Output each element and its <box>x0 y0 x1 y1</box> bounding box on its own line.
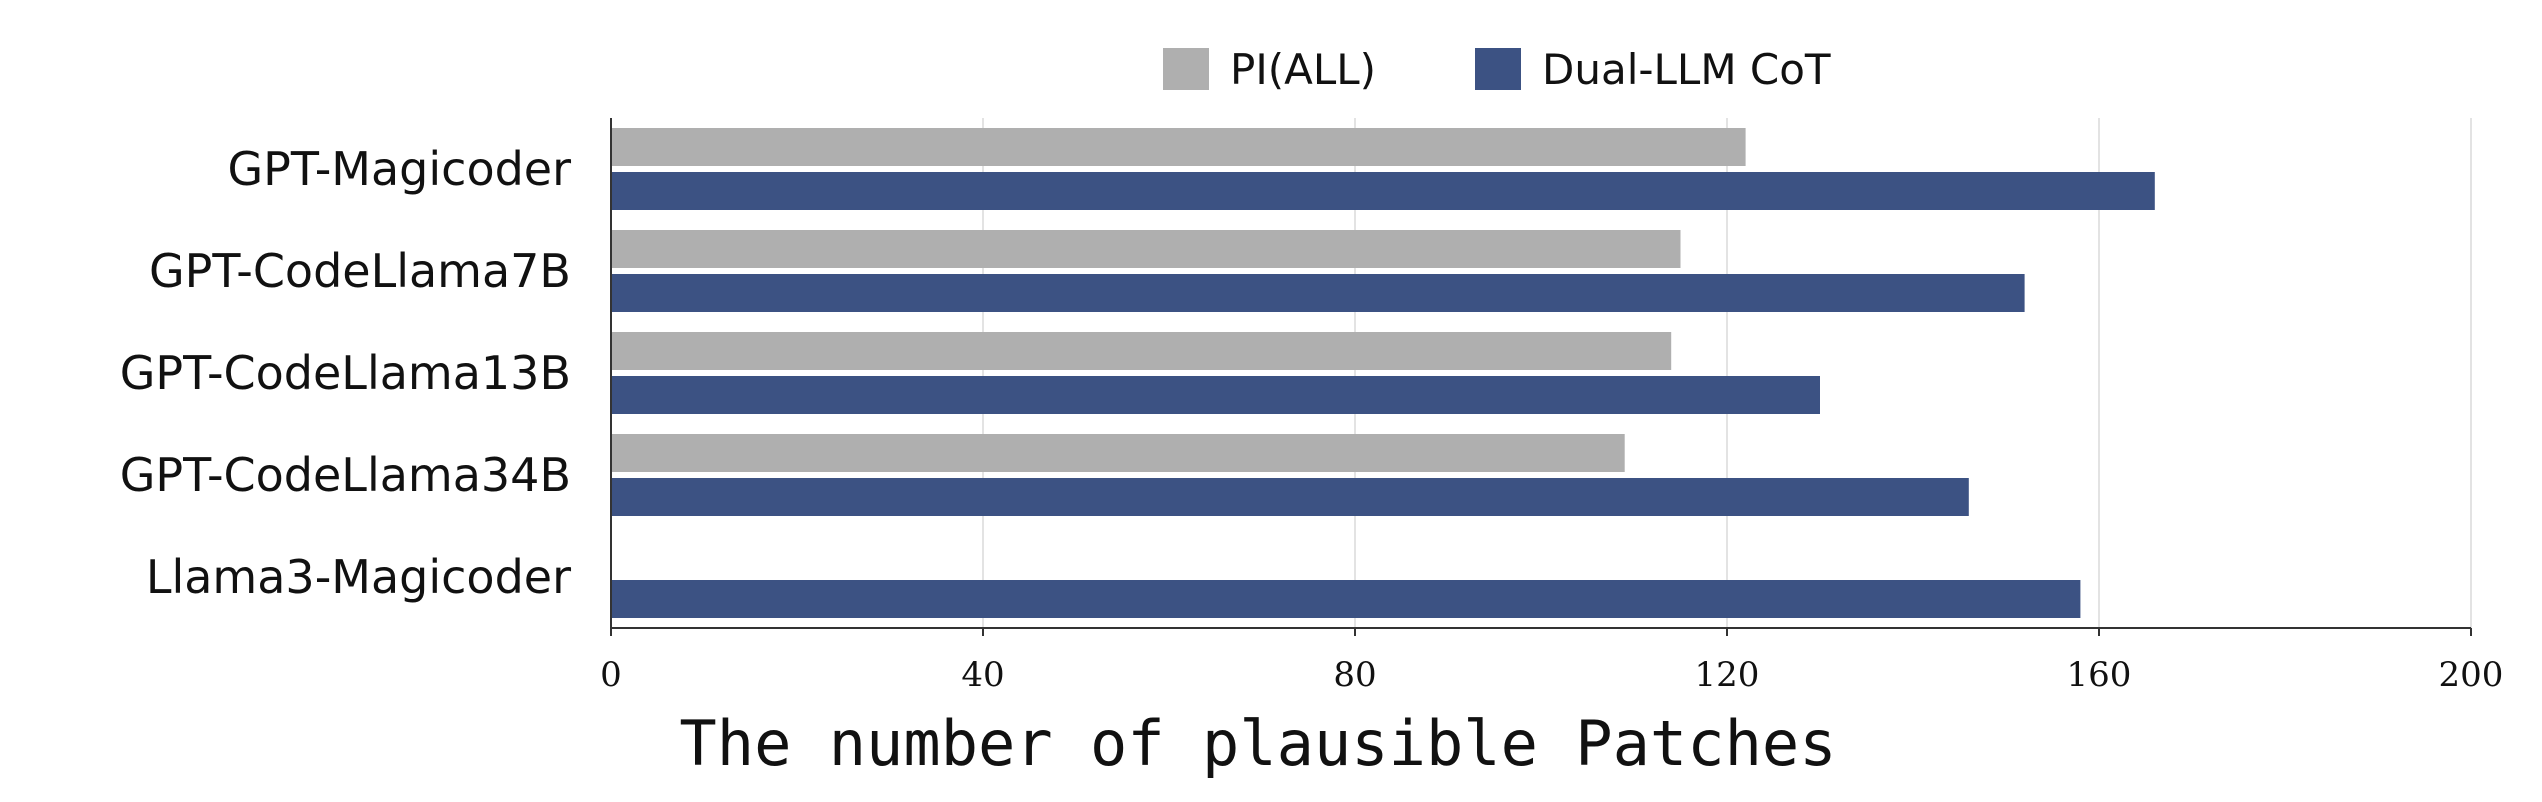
x-tick-label-4: 160 <box>2067 655 2132 695</box>
x-tick-label-5: 200 <box>2439 655 2504 695</box>
category-label-1: GPT-CodeLlama7B <box>149 244 571 298</box>
bar-pi-all-2 <box>611 332 1672 370</box>
category-labels: GPT-Magicoder GPT-CodeLlama7B GPT-CodeLlam… <box>120 142 571 604</box>
x-tick-label-1: 40 <box>961 655 1004 695</box>
bar-dual-llm-cot-2 <box>611 376 1820 414</box>
bar-dual-llm-cot-0 <box>611 172 2155 210</box>
bar-dual-llm-cot-1 <box>611 274 2025 312</box>
bar-pi-all-0 <box>611 128 1746 166</box>
axes <box>610 118 2472 636</box>
legend: PI(ALL) Dual-LLM CoT <box>1163 45 1831 94</box>
category-label-2: GPT-CodeLlama13B <box>120 346 571 400</box>
x-tick-label-0: 0 <box>600 655 622 695</box>
bar-pi-all-3 <box>611 434 1625 472</box>
legend-swatch-1 <box>1475 48 1521 90</box>
bar-dual-llm-cot-3 <box>611 478 1969 516</box>
bar-pi-all-1 <box>611 230 1681 268</box>
legend-label-1: Dual-LLM CoT <box>1542 45 1831 94</box>
category-label-3: GPT-CodeLlama34B <box>120 448 571 502</box>
x-tick-label-3: 120 <box>1695 655 1760 695</box>
bar-dual-llm-cot-4 <box>611 580 2081 618</box>
category-label-0: GPT-Magicoder <box>227 142 571 196</box>
x-axis-title: The number of plausible Patches <box>679 707 1836 780</box>
legend-swatch-0 <box>1163 48 1209 90</box>
legend-label-0: PI(ALL) <box>1230 45 1376 94</box>
x-tick-label-2: 80 <box>1333 655 1376 695</box>
category-label-4: Llama3-Magicoder <box>146 550 571 604</box>
x-tick-labels: 0 40 80 120 160 200 <box>600 655 2503 695</box>
bars <box>611 128 2155 618</box>
